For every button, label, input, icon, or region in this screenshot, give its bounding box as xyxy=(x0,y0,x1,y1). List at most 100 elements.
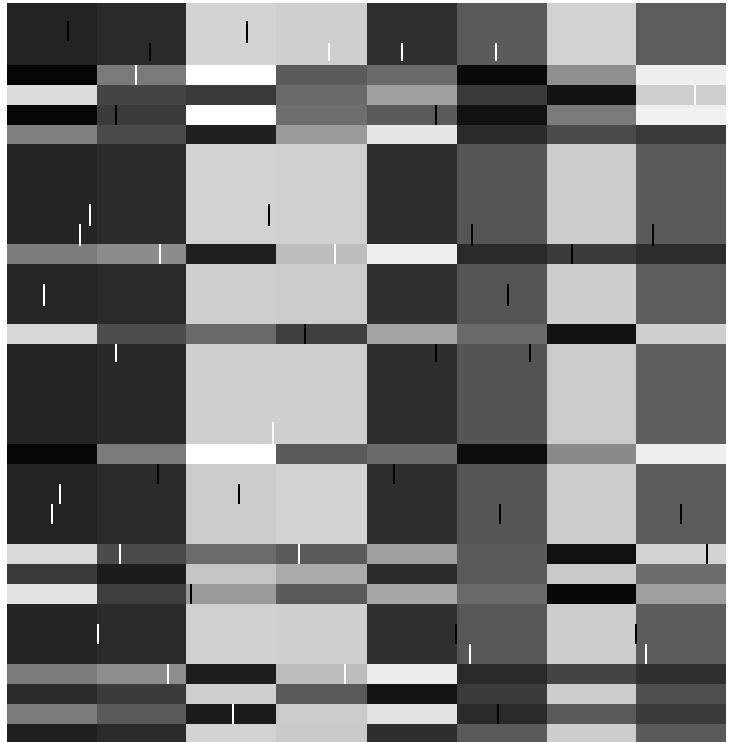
mosaic-block-tile xyxy=(97,344,186,444)
mosaic-stripe-tile xyxy=(186,105,276,125)
light-tick-mark xyxy=(469,644,471,664)
dark-tick-mark xyxy=(435,344,437,362)
mosaic-block-tile xyxy=(186,464,276,544)
mosaic-stripe-tile xyxy=(97,684,186,704)
mosaic-stripe-tile xyxy=(97,564,186,584)
mosaic-block-tile xyxy=(7,3,97,65)
mosaic-stripe-tile xyxy=(547,85,636,105)
mosaic-stripe-tile xyxy=(7,65,97,85)
mosaic-stripe-tile xyxy=(457,664,547,684)
mosaic-stripe-tile xyxy=(457,684,547,704)
mosaic-stripe-tile xyxy=(97,244,186,264)
mosaic-stripe-tile xyxy=(367,244,457,264)
mosaic-stripe-tile xyxy=(97,584,186,604)
mosaic-stripe-tile xyxy=(367,85,457,105)
light-tick-mark xyxy=(119,544,121,564)
mosaic-stripe-tile xyxy=(7,704,97,724)
mosaic-block-tile xyxy=(276,144,367,244)
mosaic-block-tile xyxy=(7,144,97,244)
mosaic-stripe-tile xyxy=(367,125,457,144)
mosaic-block-tile xyxy=(636,144,726,244)
mosaic-stripe-tile xyxy=(186,684,276,704)
image-frame xyxy=(7,3,726,742)
mosaic-stripe-tile xyxy=(97,105,186,125)
mosaic-stripe-tile xyxy=(636,324,726,344)
mosaic-block-tile xyxy=(186,3,276,65)
mosaic-block-tile xyxy=(457,464,547,544)
mosaic-stripe-tile xyxy=(547,125,636,144)
mosaic-block-tile xyxy=(636,3,726,65)
mosaic-block-tile xyxy=(457,3,547,65)
light-tick-mark xyxy=(232,704,234,724)
mosaic-stripe-tile xyxy=(547,664,636,684)
mosaic-stripe-tile xyxy=(97,85,186,105)
mosaic-stripe-tile xyxy=(636,85,726,105)
mosaic-stripe-tile xyxy=(276,324,367,344)
mosaic-stripe-tile xyxy=(547,244,636,264)
dark-tick-mark xyxy=(190,584,192,604)
mosaic-stripe-tile xyxy=(367,324,457,344)
light-tick-mark xyxy=(334,244,336,264)
mosaic-stripe-tile xyxy=(276,85,367,105)
light-tick-mark xyxy=(645,644,647,664)
mosaic-block-tile xyxy=(186,144,276,244)
mosaic-stripe-tile xyxy=(457,65,547,85)
mosaic-stripe-tile xyxy=(97,704,186,724)
dark-tick-mark xyxy=(652,224,654,246)
mosaic-stripe-tile xyxy=(276,444,367,464)
light-tick-mark xyxy=(97,624,99,644)
dark-tick-mark xyxy=(706,544,708,564)
mosaic-block-tile xyxy=(97,464,186,544)
mosaic-stripe-tile xyxy=(97,125,186,144)
dark-tick-mark xyxy=(246,21,248,43)
mosaic-stripe-tile xyxy=(186,85,276,105)
mosaic-block-tile xyxy=(367,604,457,664)
mosaic-stripe-tile xyxy=(97,444,186,464)
mosaic-block-tile xyxy=(547,604,636,664)
light-tick-mark xyxy=(328,43,330,61)
light-tick-mark xyxy=(694,85,696,105)
mosaic-stripe-tile xyxy=(547,324,636,344)
light-tick-mark xyxy=(298,544,300,564)
mosaic-stripe-tile xyxy=(457,105,547,125)
mosaic-block-tile xyxy=(547,264,636,324)
mosaic-block-tile xyxy=(457,604,547,664)
dark-tick-mark xyxy=(507,284,509,306)
light-tick-mark xyxy=(79,224,81,246)
mosaic-stripe-tile xyxy=(547,584,636,604)
mosaic-stripe-tile xyxy=(276,65,367,85)
mosaic-block-tile xyxy=(97,3,186,65)
mosaic-stripe-tile xyxy=(547,704,636,724)
mosaic-stripe-tile xyxy=(547,105,636,125)
mosaic-stripe-tile xyxy=(7,684,97,704)
dark-tick-mark xyxy=(571,244,573,264)
light-tick-mark xyxy=(272,422,274,444)
mosaic-stripe-tile xyxy=(276,244,367,264)
mosaic-block-tile xyxy=(367,3,457,65)
mosaic-stripe-tile xyxy=(186,704,276,724)
mosaic-stripe-tile xyxy=(276,584,367,604)
mosaic-block-tile xyxy=(97,604,186,664)
mosaic-block-tile xyxy=(186,604,276,664)
dark-tick-mark xyxy=(304,324,306,344)
mosaic-stripe-tile xyxy=(186,544,276,564)
mosaic-stripe-tile xyxy=(547,564,636,584)
dark-tick-mark xyxy=(393,464,395,484)
mosaic-stripe-tile xyxy=(636,544,726,564)
light-tick-mark xyxy=(167,664,169,684)
mosaic-stripe-tile xyxy=(636,584,726,604)
mosaic-stripe-tile xyxy=(367,65,457,85)
mosaic-stripe-tile xyxy=(547,444,636,464)
mosaic-stripe-tile xyxy=(367,724,457,742)
dark-tick-mark xyxy=(680,504,682,524)
mosaic-stripe-tile xyxy=(457,125,547,144)
mosaic-stripe-tile xyxy=(186,244,276,264)
mosaic-stripe-tile xyxy=(276,704,367,724)
dark-tick-mark xyxy=(67,21,69,41)
mosaic-stripe-tile xyxy=(7,324,97,344)
light-tick-mark xyxy=(43,284,45,306)
mosaic-block-tile xyxy=(636,344,726,444)
mosaic-stripe-tile xyxy=(97,544,186,564)
light-tick-mark xyxy=(51,504,53,524)
mosaic-stripe-tile xyxy=(7,105,97,125)
